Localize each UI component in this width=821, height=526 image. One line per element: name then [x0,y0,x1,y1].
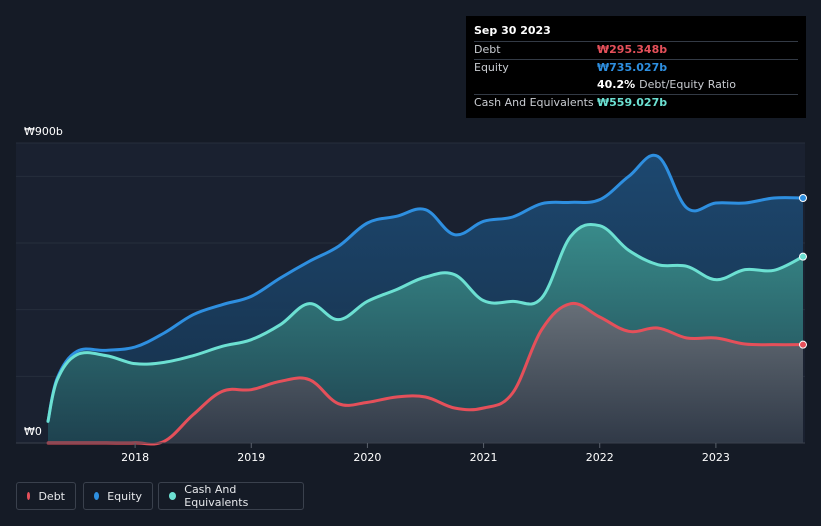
equity-dot-icon [94,492,100,500]
debt-dot-icon [27,492,31,500]
equity-endpoint [799,194,807,202]
tooltip-cash-label: Cash And Equivalents [474,96,594,109]
x-tick-label: 2019 [237,451,265,464]
cash-line [46,222,805,423]
tooltip-equity-value: ₩735.027b [597,61,668,74]
cash-endpoint [799,252,807,261]
debt-endpoint [799,340,807,349]
series-lines [46,153,805,446]
x-tick-label: 2023 [702,451,730,464]
legend-equity-label: Equity [107,489,142,503]
tooltip-equity-label: Equity [474,61,509,74]
x-tick-label: 2022 [586,451,614,464]
debt-line [46,301,805,446]
legend-item-debt[interactable]: Debt [16,482,76,510]
tooltip-cash-row: Cash And Equivalents ₩559.027b [474,94,798,112]
cash-dot-icon [169,492,177,500]
legend-cash-label: Cash And Equivalents [184,483,249,509]
y-axis-min-label: ₩0 [24,425,42,438]
tooltip-ratio-label: Debt/Equity Ratio [639,78,736,91]
x-tick-label: 2020 [353,451,381,464]
tooltip-ratio-value: 40.2% [597,78,636,91]
tooltip-cash-value: ₩559.027b [597,96,668,109]
series-endpoints [799,194,807,349]
legend-item-equity[interactable]: Equity [83,482,153,510]
x-tick-label: 2021 [470,451,498,464]
y-axis-max-label: ₩900b [24,125,63,138]
tooltip-debt-row: Debt ₩295.348b [474,41,798,59]
tooltip-date: Sep 30 2023 [474,24,551,37]
x-axis-ticks: 2018 2019 2020 2021 2022 2023 [121,443,730,464]
legend-item-cash[interactable]: Cash And Equivalents [158,482,304,510]
tooltip: Sep 30 2023 Debt ₩295.348b Equity ₩735.0… [466,16,806,118]
x-tick-label: 2018 [121,451,149,464]
legend-debt-label: Debt [38,489,65,503]
debt-area [48,303,803,445]
tooltip-debt-value: ₩295.348b [597,43,668,56]
tooltip-debt-label: Debt [474,43,501,56]
equity-line [46,153,805,423]
tooltip-equity-row: Equity ₩735.027b [474,59,798,77]
tooltip-ratio-row: 40.2% Debt/Equity Ratio [474,77,798,94]
